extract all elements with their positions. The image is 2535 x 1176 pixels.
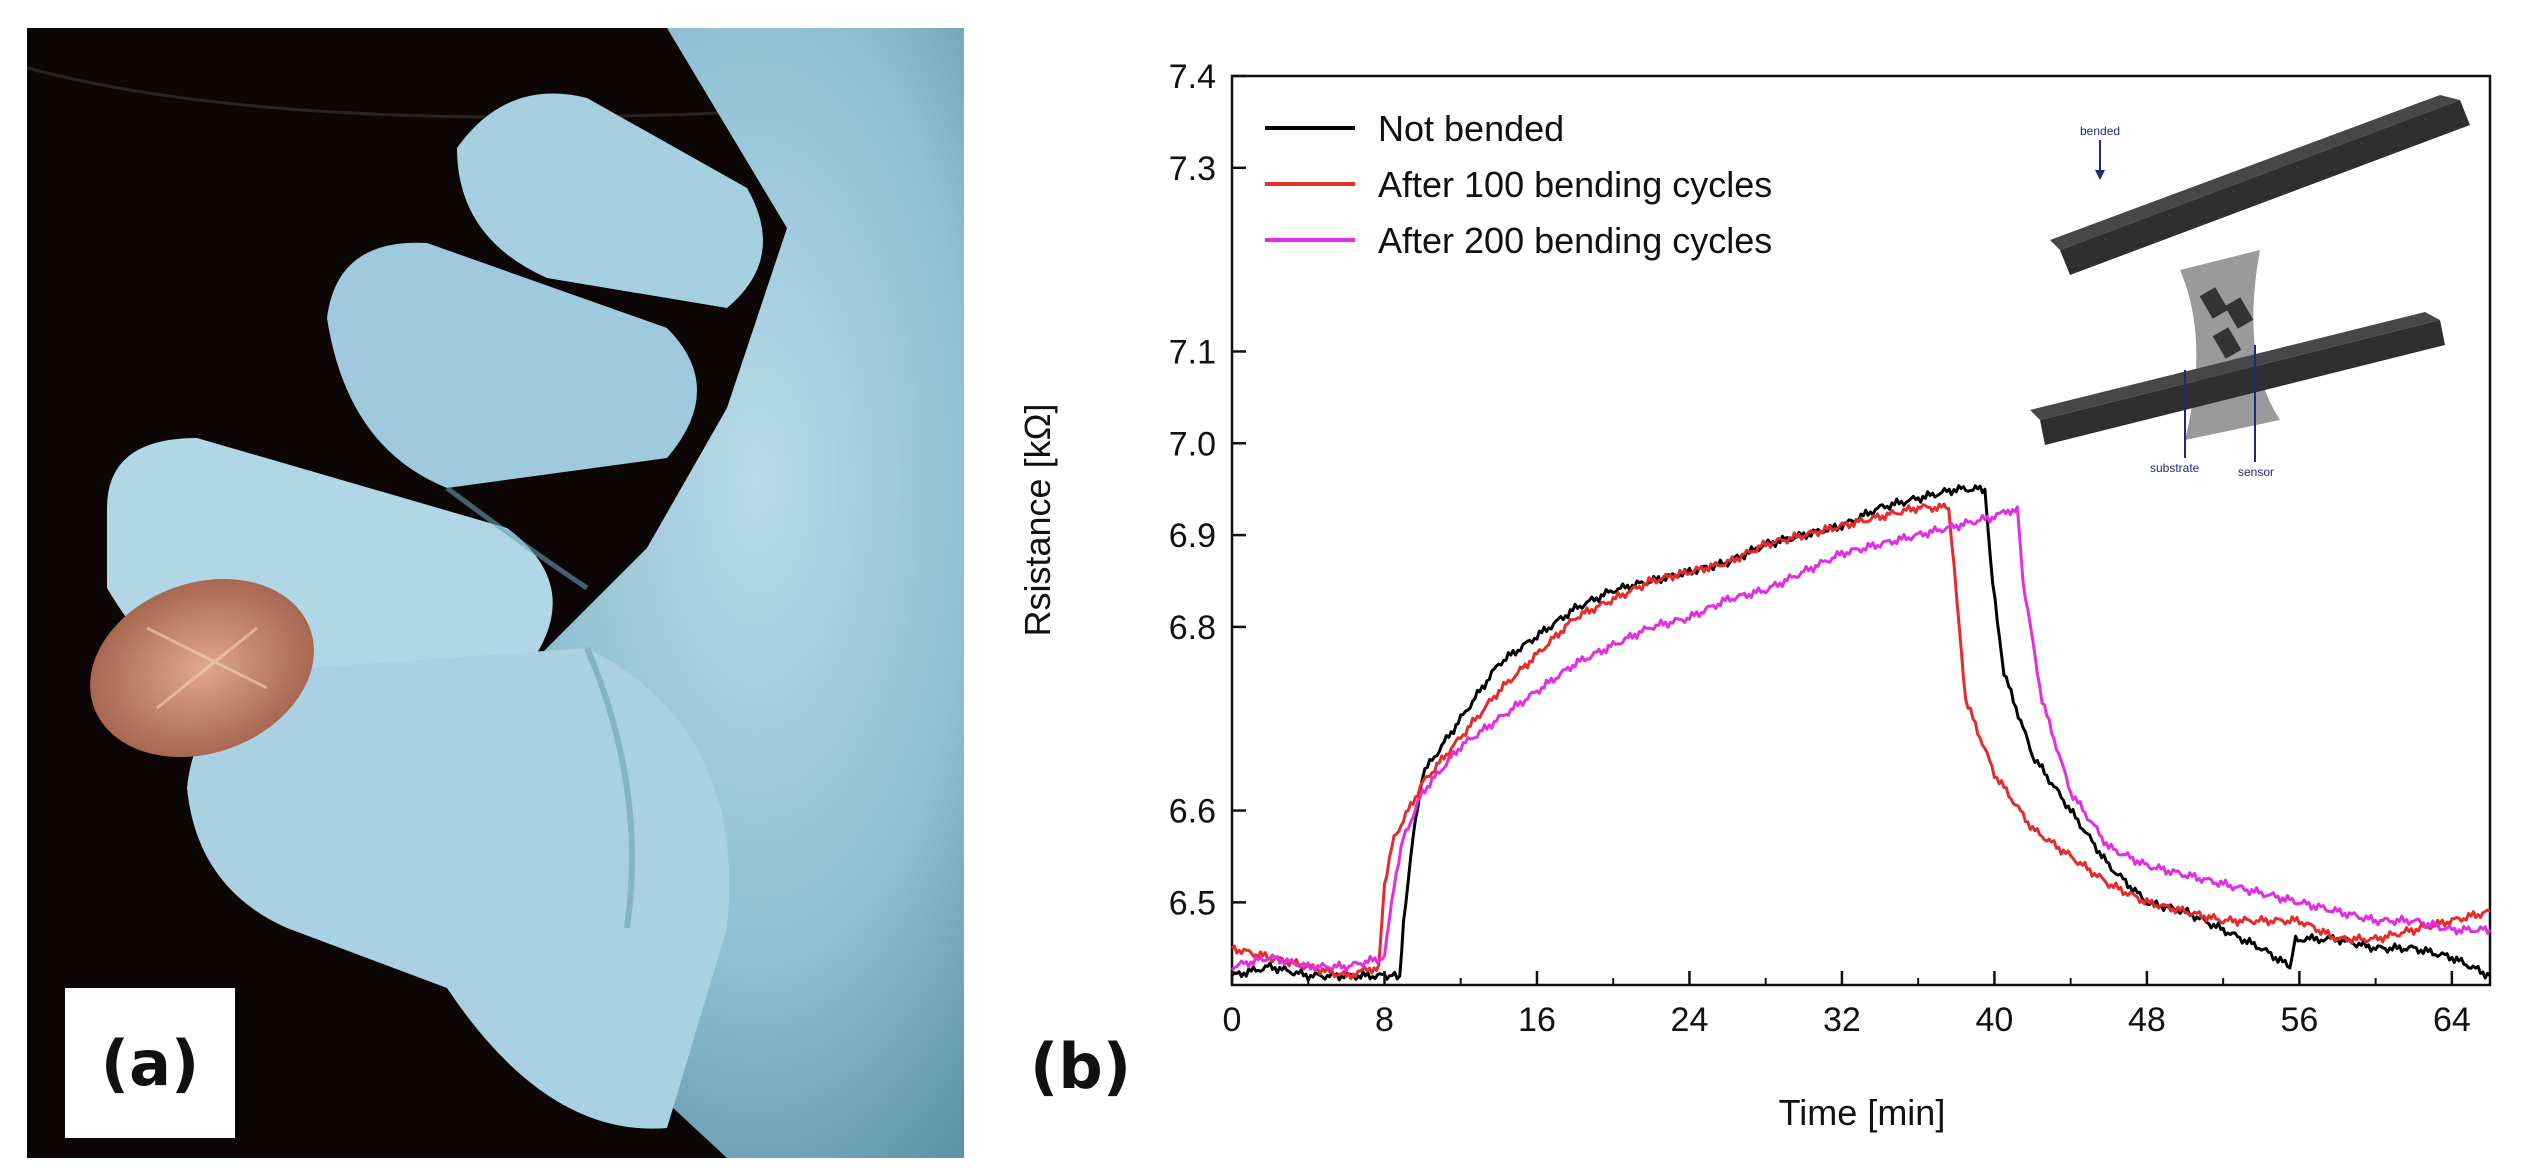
x-tick-label: 8 — [1375, 1001, 1394, 1039]
y-tick-label: 7.3 — [1169, 150, 1216, 188]
bended-arrow-head — [2095, 170, 2105, 180]
inset-label-bended: bended — [2080, 124, 2120, 138]
series-line-2 — [1230, 502, 2491, 981]
sensor-chip — [2224, 297, 2254, 329]
x-tick-label: 24 — [1671, 1001, 1709, 1039]
x-tick-label: 40 — [1976, 1001, 2014, 1039]
x-axis-title: Time [min] — [1779, 1092, 1946, 1133]
series-line-1 — [1230, 484, 2492, 982]
x-tick-label: 48 — [2128, 1001, 2166, 1039]
top-plate-face — [2050, 95, 2460, 250]
series-line-3 — [1231, 505, 2492, 973]
y-tick-label: 6.9 — [1169, 517, 1216, 555]
y-axis-title: Rsistance [kΩ] — [1017, 404, 1058, 637]
x-axis-ticks: 0 8 16 24 32 40 48 56 64 — [1223, 971, 2471, 1039]
y-axis-ticks: 6.5 6.6 6.8 6.9 7.0 7.1 7.3 7.4 — [1169, 58, 1246, 922]
panel-b-label: (b) — [1030, 1030, 1132, 1103]
gloved-hand-photo — [27, 28, 964, 1158]
y-tick-label: 7.0 — [1169, 425, 1216, 463]
legend-label-3: After 200 bending cycles — [1378, 220, 1772, 261]
x-tick-label: 16 — [1518, 1001, 1556, 1039]
inset-label-sensor: sensor — [2238, 465, 2274, 479]
y-tick-label: 7.4 — [1169, 58, 1216, 96]
x-tick-label: 56 — [2280, 1001, 2318, 1039]
bending-setup-inset: bended substrate sensor — [2030, 95, 2470, 479]
legend-label-1: Not bended — [1378, 108, 1564, 149]
y-tick-label: 6.5 — [1169, 884, 1216, 922]
series-layer — [1230, 484, 2492, 982]
sensor-chip — [2212, 327, 2242, 359]
plot-frame — [1230, 74, 2492, 987]
top-plate — [2060, 100, 2470, 275]
panel-a-label-box: (a) — [65, 988, 235, 1138]
photo-panel-a: (a) — [27, 28, 964, 1158]
x-tick-label: 64 — [2433, 1001, 2471, 1039]
inset-label-substrate: substrate — [2150, 461, 2200, 475]
x-tick-label: 0 — [1223, 1001, 1242, 1039]
y-tick-label: 6.6 — [1169, 793, 1216, 831]
bottom-plate-face — [2030, 312, 2440, 420]
sensor-chip — [2199, 287, 2229, 319]
plot-border — [1230, 74, 2492, 987]
y-tick-label: 7.1 — [1169, 333, 1216, 371]
legend: Not bended After 100 bending cycles After … — [1265, 108, 1772, 261]
x-tick-label: 32 — [1823, 1001, 1861, 1039]
panel-a-label: (a) — [100, 1026, 200, 1100]
bottom-plate — [2040, 320, 2445, 445]
y-tick-label: 6.8 — [1169, 609, 1216, 647]
legend-label-2: After 100 bending cycles — [1378, 164, 1772, 205]
